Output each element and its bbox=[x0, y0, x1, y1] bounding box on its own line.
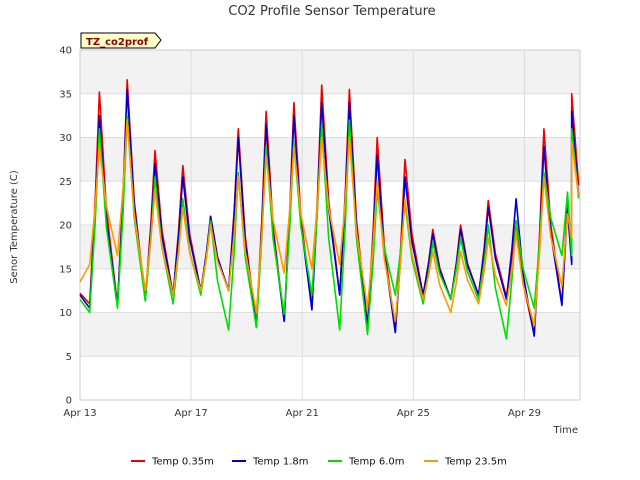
legend-label: Temp 23.5m bbox=[444, 457, 507, 468]
tag-box: TZ_co2prof bbox=[80, 32, 162, 49]
legend: Temp 0.35m Temp 1.8m Temp 6.0m Temp 23.5m bbox=[131, 457, 507, 468]
tag-box-shape bbox=[80, 32, 162, 49]
grid-band bbox=[80, 137, 580, 182]
tag-label: TZ_co2prof bbox=[86, 37, 149, 48]
y-tick-label: 20 bbox=[59, 221, 72, 232]
series-group bbox=[79, 79, 580, 340]
grid-band bbox=[80, 312, 580, 357]
y-tick-label: 5 bbox=[66, 352, 72, 363]
grid-band bbox=[80, 50, 580, 94]
legend-label: Temp 6.0m bbox=[348, 457, 404, 468]
x-tick-label: Apr 17 bbox=[175, 408, 208, 419]
x-tick-label: Apr 13 bbox=[63, 408, 96, 419]
y-tick-label: 30 bbox=[59, 133, 72, 144]
y-axis-label: Senor Temperature (C) bbox=[9, 170, 20, 284]
y-tick-label: 0 bbox=[66, 396, 72, 407]
y-tick-label: 10 bbox=[59, 308, 72, 319]
x-tick-label: Apr 29 bbox=[508, 408, 541, 419]
legend-label: Temp 1.8m bbox=[252, 457, 308, 468]
chart-title: CO2 Profile Sensor Temperature bbox=[228, 4, 435, 19]
y-axis-ticks: 0 5 10 15 20 25 30 35 40 bbox=[59, 46, 72, 407]
series-line-2 bbox=[79, 88, 580, 337]
y-tick-label: 25 bbox=[59, 177, 72, 188]
y-tick-label: 40 bbox=[59, 46, 72, 57]
y-tick-label: 35 bbox=[59, 89, 72, 100]
x-tick-label: Apr 21 bbox=[286, 408, 319, 419]
plot-frame bbox=[79, 49, 581, 401]
x-axis-ticks: Apr 13 Apr 17 Apr 21 Apr 25 Apr 29 bbox=[63, 408, 541, 419]
x-tick-label: Apr 25 bbox=[397, 408, 430, 419]
legend-label: Temp 0.35m bbox=[151, 457, 214, 468]
x-axis-label: Time bbox=[553, 425, 578, 436]
grid bbox=[79, 49, 581, 401]
y-tick-label: 15 bbox=[59, 264, 72, 275]
series-line-4 bbox=[79, 119, 580, 327]
